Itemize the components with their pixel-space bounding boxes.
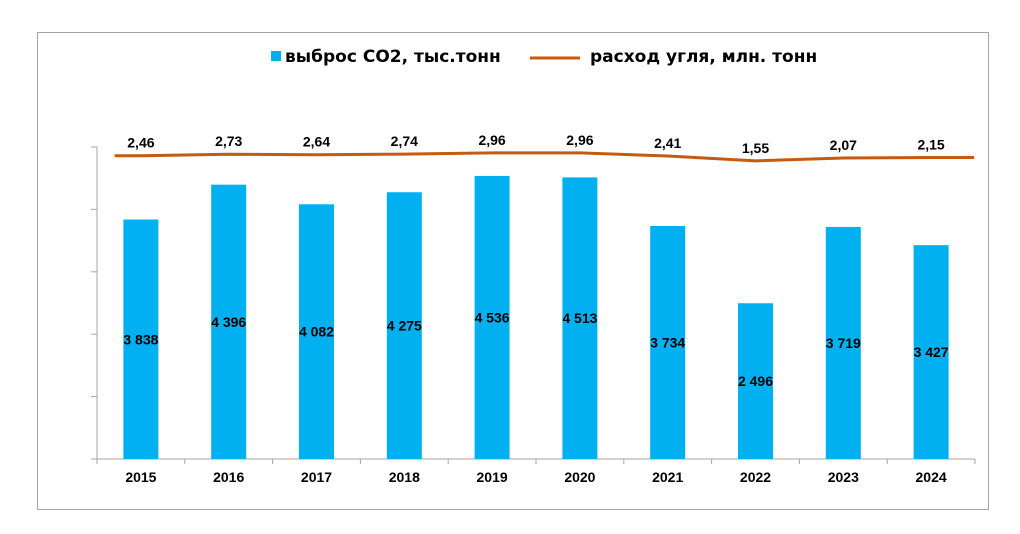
line-data-label: 2,96 bbox=[478, 132, 505, 148]
legend: выброс CO2, тыс.тонн расход угля, млн. т… bbox=[271, 47, 817, 67]
legend-label-co2: выброс CO2, тыс.тонн bbox=[285, 47, 501, 67]
x-tick-label: 2021 bbox=[652, 469, 683, 485]
bar-data-label: 4 396 bbox=[211, 314, 246, 330]
bar bbox=[386, 192, 422, 460]
legend-swatch-co2 bbox=[271, 51, 281, 61]
chart-frame bbox=[37, 32, 989, 510]
bar bbox=[650, 225, 686, 459]
x-tick-label: 2024 bbox=[916, 469, 947, 485]
bar-data-label: 4 275 bbox=[387, 318, 422, 334]
bar-data-label: 4 082 bbox=[299, 324, 334, 340]
line-data-label: 2,07 bbox=[830, 137, 857, 153]
bar bbox=[123, 219, 159, 459]
line-data-label: 1,55 bbox=[742, 140, 769, 156]
bar-data-label: 3 427 bbox=[914, 344, 949, 360]
x-tick-label: 2022 bbox=[740, 469, 771, 485]
line-data-label: 2,64 bbox=[303, 134, 330, 150]
line-data-label: 2,15 bbox=[917, 136, 944, 152]
line-series bbox=[114, 151, 975, 163]
bar bbox=[738, 303, 773, 459]
x-tick-label: 2019 bbox=[477, 469, 508, 485]
bars bbox=[123, 175, 949, 460]
line-data-label: 2,96 bbox=[566, 132, 593, 148]
bar bbox=[913, 245, 949, 459]
x-tick-label: 2015 bbox=[125, 469, 156, 485]
data-labels: 3 838 4 396 4 082 4 275 4 536 4 513 3 734 2 496… bbox=[123, 132, 948, 389]
bar-data-label: 4 536 bbox=[475, 309, 510, 325]
bar bbox=[825, 226, 861, 459]
x-tick-label: 2020 bbox=[564, 469, 595, 485]
x-tick-label: 2017 bbox=[301, 469, 332, 485]
bar-data-label: 3 734 bbox=[650, 334, 685, 350]
bar-data-label: 3 838 bbox=[123, 331, 158, 347]
bar bbox=[562, 177, 598, 459]
axes: 2015 2016 2017 2018 2019 2020 2021 2022 2023 2024 bbox=[91, 146, 976, 485]
x-tick-label: 2023 bbox=[828, 469, 859, 485]
x-tick-label: 2016 bbox=[213, 469, 244, 485]
line-data-label: 2,46 bbox=[127, 135, 154, 151]
bar bbox=[299, 204, 334, 459]
x-tick-label: 2018 bbox=[389, 469, 420, 485]
bar bbox=[474, 175, 510, 459]
bar-data-label: 2 496 bbox=[738, 373, 773, 389]
bar-data-label: 4 513 bbox=[562, 310, 597, 326]
bar-data-label: 3 719 bbox=[826, 335, 861, 351]
bar bbox=[211, 184, 247, 459]
coal-line bbox=[114, 151, 975, 163]
line-data-label: 2,74 bbox=[391, 133, 418, 149]
legend-label-coal: расход угля, млн. тонн bbox=[590, 47, 817, 67]
line-data-label: 2,41 bbox=[654, 135, 681, 151]
line-data-label: 2,73 bbox=[215, 133, 242, 149]
